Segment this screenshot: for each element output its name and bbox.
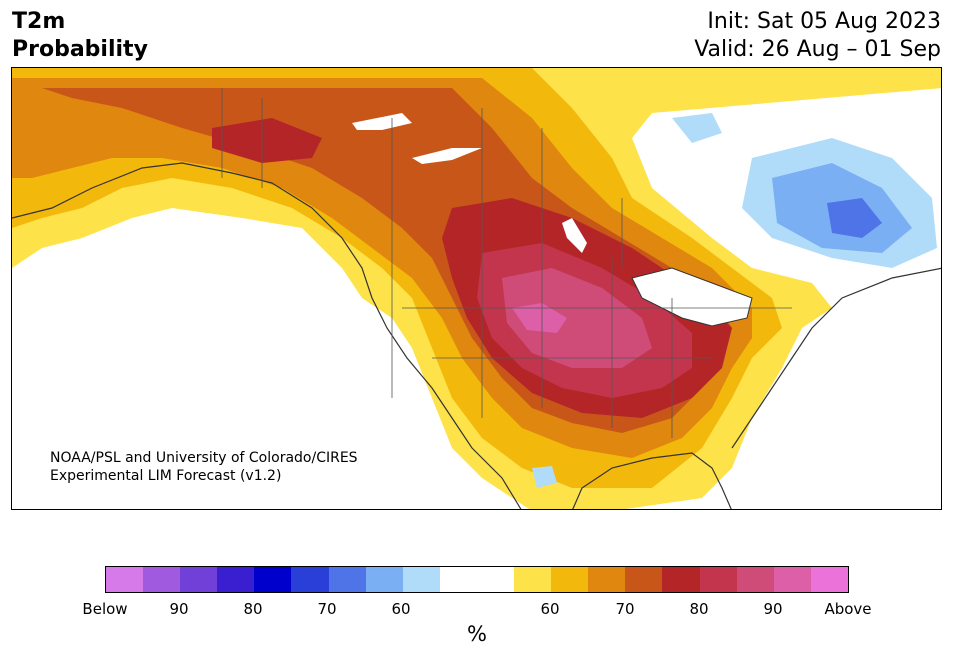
title-quantity: Probability (12, 37, 148, 62)
coastline (12, 162, 941, 509)
colorbar-swatch (106, 567, 144, 592)
colorbar-tick-label: 60 (391, 600, 411, 618)
colorbar-tick-label: 80 (243, 600, 263, 618)
colorbar-swatch (254, 567, 292, 592)
colorbar-swatch (699, 567, 737, 592)
valid-period: Valid: 26 Aug – 01 Sep (694, 37, 941, 62)
colorbar-swatch (551, 567, 589, 592)
colorbar-tick-label: 90 (169, 600, 189, 618)
colorbar-swatch (180, 567, 218, 592)
colorbar-swatch (773, 567, 811, 592)
colorbar-swatch (217, 567, 255, 592)
colorbar-swatch (736, 567, 774, 592)
forecast-dates: Init: Sat 05 Aug 2023 Valid: 26 Aug – 01… (694, 8, 941, 64)
great-bear-lake (352, 113, 412, 130)
colorbar-tick-label: 70 (317, 600, 337, 618)
colorbar-swatch (476, 567, 515, 592)
colorbar-swatch (810, 567, 848, 592)
colorbar-tick-label: 70 (615, 600, 635, 618)
colorbar-swatch (328, 567, 366, 592)
warm-band-90 (502, 268, 652, 368)
great-slave-lake (412, 148, 482, 164)
colorbar-tick-label: Above (824, 600, 872, 618)
warm-band-95 (512, 303, 567, 333)
colorbar-swatch (365, 567, 403, 592)
title-variable: T2m (12, 9, 66, 34)
credit-line-2: Experimental LIM Forecast (v1.2) (50, 468, 282, 484)
probability-colorbar (105, 566, 849, 593)
colorbar-unit: % (467, 622, 487, 646)
colorbar-swatch (439, 567, 477, 592)
colorbar-ticks: Below 90 80 70 60 60 70 80 90 Above (0, 599, 953, 619)
forecast-map: NOAA/PSL and University of Colorado/CIRE… (11, 67, 942, 510)
colorbar-swatch (514, 567, 552, 592)
credit-text: NOAA/PSL and University of Colorado/CIRE… (50, 449, 358, 485)
colorbar-swatch (402, 567, 440, 592)
colorbar-swatch (662, 567, 700, 592)
colorbar-tick-label: 60 (540, 600, 560, 618)
colorbar-swatch (588, 567, 626, 592)
colorbar-swatch (291, 567, 329, 592)
colorbar-tick-label: Below (82, 600, 128, 618)
colorbar-tick-label: 80 (689, 600, 709, 618)
credit-line-1: NOAA/PSL and University of Colorado/CIRE… (50, 450, 358, 466)
great-lakes (631, 267, 753, 327)
colorbar-tick-label: 90 (763, 600, 783, 618)
lake-winnipeg (562, 218, 587, 253)
colorbar-swatch (625, 567, 663, 592)
state-borders (221, 88, 792, 438)
probability-map-graphic (12, 68, 941, 509)
map-title: T2m Probability (12, 8, 148, 64)
colorbar-swatch (143, 567, 181, 592)
cool-band-80 (827, 198, 882, 238)
init-date: Init: Sat 05 Aug 2023 (707, 9, 941, 34)
cool-spot-mexico (532, 466, 557, 488)
